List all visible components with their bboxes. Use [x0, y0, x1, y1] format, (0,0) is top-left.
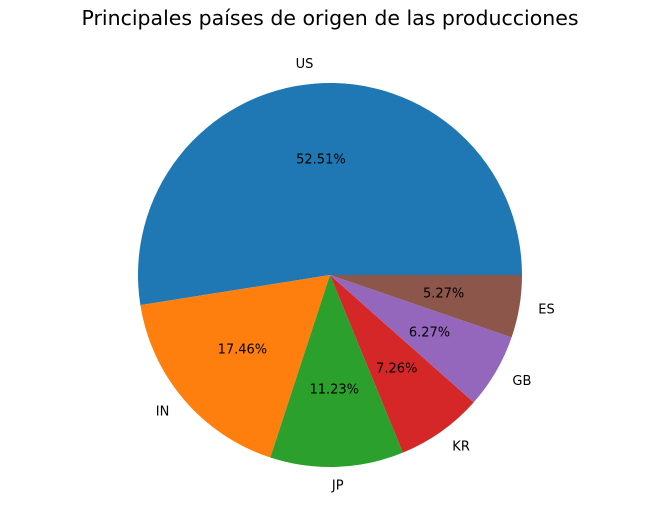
category-label-in: IN [156, 405, 170, 420]
pie-slice-in [140, 275, 330, 458]
category-label-jp: JP [331, 479, 344, 494]
percent-label-kr: 7.26% [376, 361, 417, 376]
pie-slices [137, 82, 523, 467]
pie-slice-jp [270, 275, 403, 467]
category-label-gb: GB [512, 374, 531, 389]
pie-slice-es [330, 275, 522, 338]
pie-slice-us [137, 82, 523, 306]
pie-slice-kr [330, 275, 474, 453]
category-label-us: US [296, 57, 314, 72]
pie-labels: US 52.51% IN 17.46% JP 11.23% KR 7.26% GB 6.27% ES… [156, 57, 555, 494]
percent-label-us: 52.51% [296, 153, 346, 168]
percent-label-es: 5.27% [423, 286, 464, 301]
percent-label-jp: 11.23% [309, 383, 359, 398]
category-label-kr: KR [452, 440, 470, 455]
percent-label-in: 17.46% [218, 342, 268, 357]
percent-label-gb: 6.27% [409, 326, 450, 341]
category-label-es: ES [538, 302, 554, 317]
chart-title: Principales países de origen de las prod… [81, 6, 579, 30]
pie-slice-gb [330, 275, 512, 403]
